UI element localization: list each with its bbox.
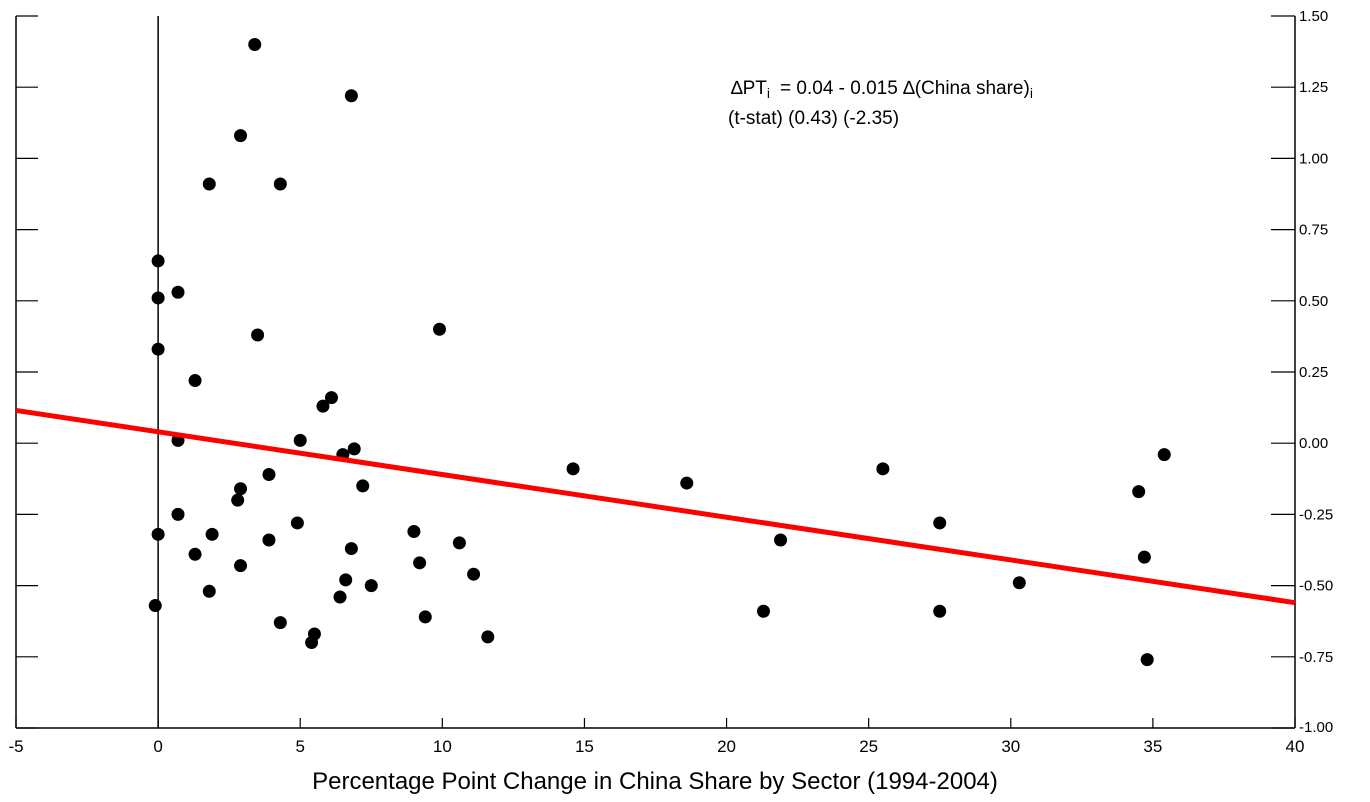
data-point	[1140, 653, 1154, 667]
regression-line	[15, 407, 1296, 606]
y-tick-label: 0.50	[1299, 293, 1328, 310]
data-point	[151, 291, 165, 305]
data-point	[432, 322, 446, 336]
data-point	[148, 599, 162, 613]
y-axis-ticks: 1.50 1.25 1.00 0.75 0.50 0.25 0.00 -0.25 -0.50 -0…	[16, 8, 1333, 736]
equation-body: = 0.04 - 0.015 ∆(China share)	[780, 78, 1030, 99]
data-point	[188, 547, 202, 561]
data-point	[205, 527, 219, 541]
y-tick-label: 0.25	[1299, 364, 1328, 381]
data-point	[339, 573, 353, 587]
data-point	[413, 556, 427, 570]
x-axis-ticks: -5 0 5 10 15 20 25 30 35 40	[8, 718, 1304, 756]
data-point	[933, 516, 947, 530]
data-point	[202, 584, 216, 598]
x-tick-label: 0	[153, 737, 162, 756]
data-point	[680, 476, 694, 490]
y-tick-label: 0.00	[1299, 435, 1328, 452]
x-tick-label: 10	[433, 737, 452, 756]
data-point	[1157, 448, 1171, 462]
data-point	[234, 559, 248, 573]
data-point	[452, 536, 466, 550]
x-tick-label: 15	[575, 737, 594, 756]
x-axis-title: Percentage Point Change in China Share b…	[312, 768, 998, 795]
data-point	[151, 254, 165, 268]
data-point	[171, 285, 185, 299]
data-point	[316, 399, 330, 413]
equation-prefix: ∆PT	[731, 78, 767, 99]
data-point	[324, 391, 338, 405]
y-tick-label: 1.50	[1299, 8, 1328, 25]
data-point	[1132, 485, 1146, 499]
x-tick-label: 25	[859, 737, 878, 756]
plot-frame	[15, 16, 1296, 729]
data-point	[202, 177, 216, 191]
data-point	[566, 462, 580, 476]
data-point	[234, 129, 248, 143]
data-points	[148, 37, 1171, 667]
data-point	[151, 527, 165, 541]
x-tick-label: -5	[8, 737, 23, 756]
y-tick-label: -0.75	[1299, 649, 1333, 666]
data-point	[876, 462, 890, 476]
y-tick-label: -1.00	[1299, 719, 1333, 736]
data-point	[344, 542, 358, 556]
data-point	[273, 177, 287, 191]
data-point	[1137, 550, 1151, 564]
data-point	[347, 442, 361, 456]
x-tick-label: 40	[1286, 737, 1305, 756]
data-point	[231, 493, 245, 507]
x-tick-label: 35	[1143, 737, 1162, 756]
data-point	[364, 579, 378, 593]
data-point	[333, 590, 347, 604]
equation-subscript: i	[767, 85, 770, 101]
data-point	[305, 636, 319, 650]
data-point	[774, 533, 788, 547]
data-point	[273, 616, 287, 630]
data-point	[344, 89, 358, 103]
data-point	[933, 604, 947, 618]
y-tick-label: 1.25	[1299, 79, 1328, 96]
y-tick-label: 1.00	[1299, 150, 1328, 167]
data-point	[356, 479, 370, 493]
data-point	[262, 533, 276, 547]
data-point	[188, 374, 202, 388]
data-point	[467, 567, 481, 581]
data-point	[234, 482, 248, 496]
data-point	[481, 630, 495, 644]
data-point	[248, 37, 262, 51]
data-point	[1012, 576, 1026, 590]
y-tick-label: -0.25	[1299, 506, 1333, 523]
data-point	[262, 468, 276, 482]
data-point	[251, 328, 265, 342]
regression-line-group	[15, 407, 1296, 606]
data-point	[151, 342, 165, 356]
y-tick-label: 0.75	[1299, 222, 1328, 239]
data-point	[171, 507, 185, 521]
data-point	[293, 433, 307, 447]
regression-tstats: (t-stat) (0.43) (-2.35)	[728, 108, 899, 129]
data-point	[757, 604, 771, 618]
data-point	[407, 524, 421, 538]
regression-equation: ∆PTi = 0.04 - 0.015 ∆(China share)i	[731, 78, 1033, 101]
data-point	[290, 516, 304, 530]
x-tick-label: 30	[1001, 737, 1020, 756]
x-tick-label: 20	[717, 737, 736, 756]
x-tick-label: 5	[295, 737, 304, 756]
y-tick-label: -0.50	[1299, 578, 1333, 595]
data-point	[418, 610, 432, 624]
equation-subscript-2: i	[1030, 85, 1033, 101]
